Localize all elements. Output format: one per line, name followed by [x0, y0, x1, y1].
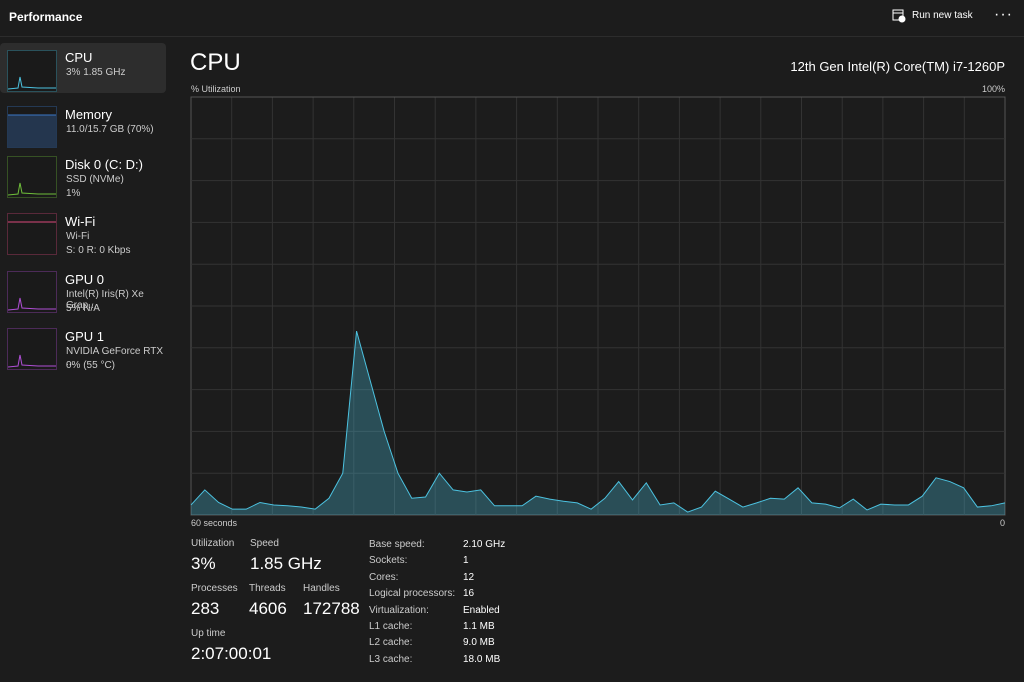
thumbnail-trace	[7, 297, 56, 311]
detail-key: L3 cache:	[369, 653, 413, 665]
detail-key: Cores:	[369, 571, 399, 583]
stat-value: 1.85 GHz	[250, 554, 322, 573]
thumbnail-trace	[7, 76, 56, 90]
item-detail: 1%	[66, 188, 81, 199]
stat-label: Threads	[249, 583, 286, 594]
item-name: Disk 0 (C: D:)	[65, 157, 143, 172]
cpu-model: 12th Gen Intel(R) Core(TM) i7-1260P	[790, 59, 1005, 74]
item-detail: 0% (55 °C)	[66, 360, 116, 371]
item-name: GPU 1	[65, 329, 105, 344]
thumbnail-line	[7, 76, 56, 90]
detail-value: 1	[463, 555, 469, 567]
stat-value: 283	[191, 599, 220, 618]
stat-value: 172788	[303, 599, 360, 618]
thumbnail	[7, 50, 57, 92]
detail-value: Enabled	[463, 604, 500, 616]
detail-value: 9.0 MB	[463, 637, 495, 649]
y-label: % Utilization	[191, 84, 241, 94]
x-left-label: 60 seconds	[191, 518, 238, 528]
title-bar: Performance Run new task ···	[0, 0, 1024, 37]
detail-key: Logical processors:	[369, 588, 456, 600]
sidebar-item[interactable]: CPU 3% 1.85 GHz	[0, 43, 166, 93]
detail-value: 18.0 MB	[463, 653, 501, 665]
stat-value: 4606	[249, 599, 287, 618]
thumbnail	[7, 328, 57, 370]
thumbnail	[7, 106, 57, 148]
stat-value: 3%	[191, 554, 216, 573]
x-right-label: 0	[999, 518, 1005, 528]
page-title: Performance	[9, 10, 83, 24]
item-detail: S: 0 R: 0 Kbps	[66, 245, 131, 256]
thumbnail-line	[7, 354, 56, 368]
sidebar-item[interactable]: GPU 0 Intel(R) Iris(R) Xe Grap... 5% N/A	[0, 265, 166, 315]
stat-label: Up time	[191, 628, 226, 639]
thumbnail-trace	[7, 354, 56, 368]
stat-label: Utilization	[191, 538, 235, 549]
stat-value: 2:07:00:01	[191, 644, 272, 663]
detail-value: 16	[463, 588, 475, 600]
cpu-line	[190, 330, 1006, 513]
detail-value: 1.1 MB	[463, 621, 495, 632]
thumbnail-line	[7, 297, 56, 311]
item-detail: Wi-Fi	[66, 231, 90, 242]
item-detail: 11.0/15.7 GB (70%)	[66, 124, 154, 135]
item-detail: 3% 1.85 GHz	[66, 67, 126, 78]
sidebar-item[interactable]: Wi-Fi Wi-Fi S: 0 R: 0 Kbps	[0, 207, 166, 257]
detail-key: Virtualization:	[369, 604, 429, 616]
icon	[892, 9, 906, 23]
thumbnail-trace	[7, 182, 56, 196]
item-name: Memory	[65, 107, 112, 122]
stat-label: Speed	[250, 538, 279, 549]
stat-label: Processes	[191, 583, 238, 594]
more-button[interactable]: ···	[994, 6, 1013, 23]
thumbnail	[7, 271, 57, 313]
detail-key: L1 cache:	[369, 621, 413, 632]
stat-label: Handles	[303, 583, 340, 594]
detail-key: Sockets:	[369, 555, 408, 567]
detail-value: 12	[463, 571, 475, 583]
item-detail: SSD (NVMe)	[66, 174, 124, 185]
thumbnail-line	[8, 221, 56, 223]
sidebar-item[interactable]: Memory 11.0/15.7 GB (70%)	[0, 100, 166, 148]
button-label: Run new task	[912, 10, 973, 21]
thumbnail-fill	[8, 115, 56, 147]
panel-title: CPU	[190, 49, 241, 76]
item-detail: NVIDIA GeForce RTX ...	[66, 346, 164, 368]
thumbnail	[7, 156, 57, 198]
sidebar-item[interactable]: GPU 1 NVIDIA GeForce RTX ... 0% (55 °C)	[0, 322, 166, 372]
item-name: CPU	[65, 50, 93, 65]
sidebar-item[interactable]: Disk 0 (C: D:) SSD (NVMe) 1%	[0, 150, 166, 200]
cpu-area	[191, 331, 1005, 515]
detail-key: L2 cache:	[369, 637, 413, 649]
thumbnail-line	[8, 114, 56, 147]
detail-value: 2.10 GHz	[463, 539, 506, 550]
run-new-task-button[interactable]: Run new task	[890, 6, 980, 28]
item-detail: Intel(R) Iris(R) Xe Grap...	[66, 289, 144, 311]
item-name: GPU 0	[65, 272, 105, 287]
detail-key: Base speed:	[369, 539, 425, 550]
item-name: Wi-Fi	[65, 214, 96, 229]
thumbnail-line	[7, 182, 56, 196]
item-detail: 5% N/A	[66, 303, 100, 314]
thumbnail	[7, 213, 57, 255]
y-tick-label: 100%	[981, 84, 1005, 94]
cpu-graph	[190, 96, 1006, 516]
